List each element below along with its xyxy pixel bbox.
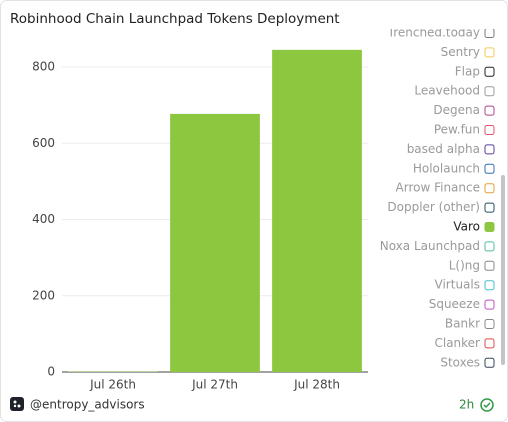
legend-marker — [484, 144, 495, 155]
chart-title: Robinhood Chain Launchpad Tokens Deploym… — [10, 11, 340, 27]
legend-marker — [484, 357, 495, 368]
legend-marker — [484, 163, 495, 174]
legend-marker — [484, 29, 495, 38]
legend-label: Arrow Finance — [396, 181, 480, 195]
legend-marker — [484, 338, 495, 349]
y-tick-label: 200 — [32, 288, 55, 302]
legend-label: Sentry — [441, 45, 480, 59]
legend-marker — [484, 86, 495, 97]
legend: Trenched.today Sentry Flap Leavehood Degena P… — [380, 26, 495, 369]
y-tick-label: 400 — [32, 212, 55, 226]
legend-marker — [484, 125, 495, 135]
footer-age: 2h — [459, 398, 474, 412]
legend-marker — [484, 202, 495, 213]
legend-label: Varo — [453, 220, 480, 234]
legend-marker — [484, 280, 495, 291]
legend-label: Hololaunch — [413, 161, 480, 175]
legend-marker — [484, 241, 495, 252]
legend-marker — [484, 299, 495, 310]
y-tick-label: 800 — [32, 60, 55, 74]
legend-label: Leavehood — [414, 84, 480, 98]
legend-label: Degena — [433, 103, 480, 117]
legend-label: Squeeze — [429, 297, 480, 311]
x-tick-label: Jul 27th — [191, 378, 238, 392]
legend-label: L()ng — [449, 258, 480, 272]
legend-marker — [484, 105, 495, 116]
legend-label: Stoxes — [440, 355, 480, 369]
legend-marker — [484, 319, 495, 329]
bar — [272, 49, 362, 372]
bar — [170, 113, 260, 373]
legend-label: Virtuals — [435, 278, 480, 292]
footer-handle: @entropy_advisors — [30, 398, 145, 412]
plot: 0 200 400 600 800 Jul 26th Jul 27th Jul 28th — [32, 49, 368, 392]
legend-label: based alpha — [407, 142, 480, 156]
legend-label: Bankr — [445, 317, 480, 331]
legend-label: Flap — [455, 64, 480, 78]
legend-marker — [484, 222, 495, 232]
legend-label: Doppler (other) — [387, 200, 480, 214]
y-tick-label: 0 — [47, 365, 55, 379]
x-tick-label: Jul 28th — [293, 378, 340, 392]
legend-label: Trenched.today — [387, 26, 480, 40]
y-tick-label: 600 — [32, 136, 55, 150]
legend-label: Clanker — [434, 336, 480, 350]
logo — [10, 397, 24, 411]
legend-marker — [484, 183, 495, 194]
legend-marker — [484, 66, 495, 77]
legend-marker — [484, 47, 495, 58]
legend-label: Pew.fun — [434, 123, 480, 137]
x-tick-label: Jul 26th — [89, 378, 136, 392]
legend-marker — [484, 260, 495, 271]
status-icon — [480, 398, 494, 412]
scrollbar — [501, 175, 505, 365]
legend-label: Noxa Launchpad — [380, 239, 480, 253]
